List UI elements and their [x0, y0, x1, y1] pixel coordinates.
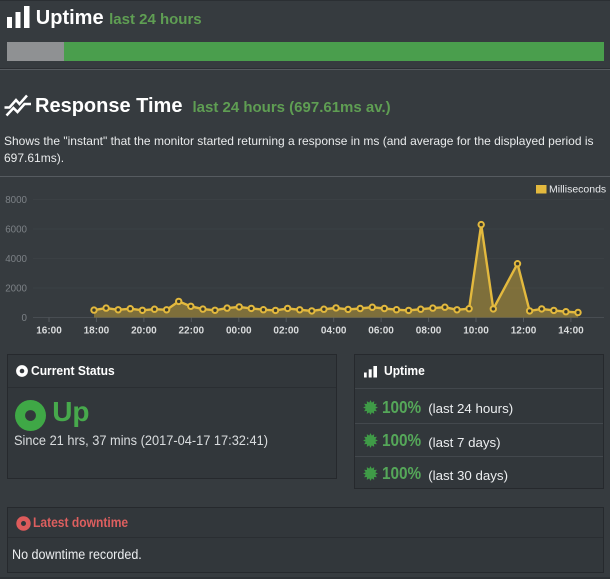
svg-text:06:00: 06:00	[368, 326, 394, 337]
svg-text:2000: 2000	[5, 283, 27, 294]
svg-text:22:00: 22:00	[179, 326, 205, 337]
svg-text:8000: 8000	[5, 195, 27, 206]
svg-text:4000: 4000	[5, 254, 27, 265]
svg-text:18:00: 18:00	[84, 326, 110, 337]
svg-text:14:00: 14:00	[558, 326, 584, 337]
svg-text:02:00: 02:00	[273, 326, 299, 337]
svg-text:20:00: 20:00	[131, 326, 157, 337]
svg-text:00:00: 00:00	[226, 326, 252, 337]
svg-text:6000: 6000	[5, 224, 27, 235]
svg-text:0: 0	[22, 313, 28, 324]
svg-text:10:00: 10:00	[463, 326, 489, 337]
svg-text:08:00: 08:00	[416, 326, 442, 337]
svg-text:04:00: 04:00	[321, 326, 347, 337]
svg-text:16:00: 16:00	[36, 326, 62, 337]
svg-text:Milliseconds: Milliseconds	[549, 184, 606, 196]
svg-text:12:00: 12:00	[511, 326, 537, 337]
